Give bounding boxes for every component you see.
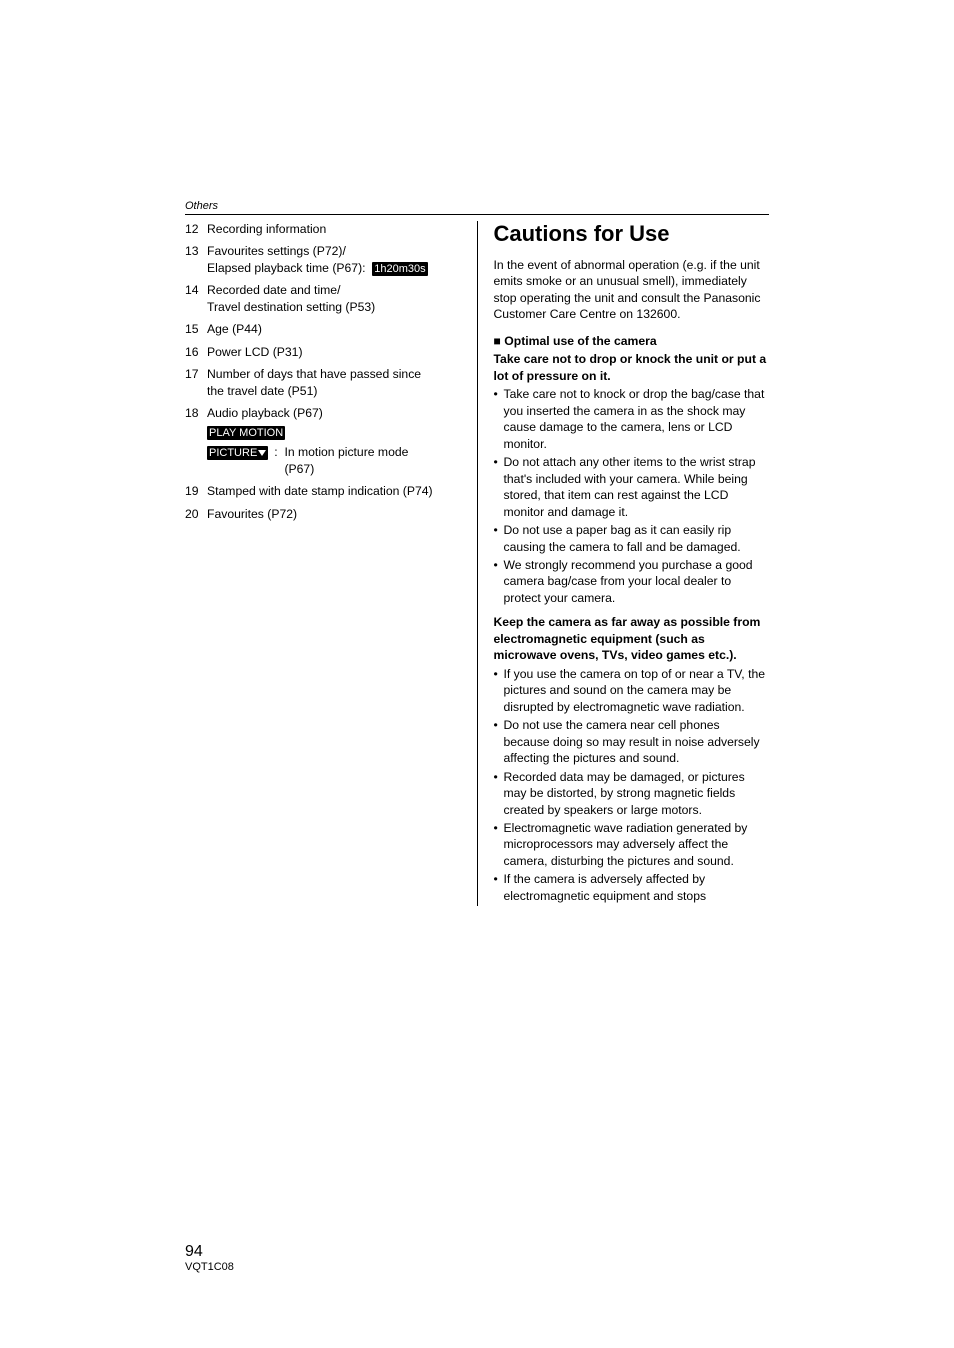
item-text: Stamped with date stamp indication (P74) (207, 483, 461, 499)
item-number: 14 (185, 282, 207, 315)
bullet-list: If you use the camera on top of or near … (494, 666, 770, 905)
desc-prefix: : (274, 445, 277, 459)
square-bullet-icon: ■ (494, 334, 501, 348)
list-item: 18 Audio playback (P67) PLAY MOTION PICT… (185, 405, 461, 477)
item-number: 18 (185, 405, 207, 477)
subsection-emphasis: Take care not to drop or knock the unit … (494, 351, 770, 384)
bullet-item: Take care not to knock or drop the bag/c… (494, 386, 770, 452)
list-item: 20 Favourites (P72) (185, 506, 461, 522)
list-item: 14 Recorded date and time/ Travel destin… (185, 282, 461, 315)
item-text: Audio playback (P67) PLAY MOTION PICTURE (207, 405, 461, 477)
page-number: 94 (185, 1243, 234, 1261)
bullet-item: We strongly recommend you purchase a goo… (494, 557, 770, 606)
bullet-item: Do not use the camera near cell phones b… (494, 717, 770, 766)
time-tag: 1h20m30s (372, 262, 427, 276)
item-number: 20 (185, 506, 207, 522)
desc-line: (P67) (284, 462, 314, 476)
item-text: Favourites (P72) (207, 506, 461, 522)
bullet-list: Take care not to knock or drop the bag/c… (494, 386, 770, 606)
item-line: Elapsed playback time (P67): (207, 261, 366, 275)
play-motion-tag-bottom: PICTURE (207, 446, 268, 460)
column-divider (477, 221, 478, 906)
left-column: 12 Recording information 13 Favourites s… (185, 221, 461, 906)
bullet-item: Do not attach any other items to the wri… (494, 454, 770, 520)
desc-line: In motion picture mode (284, 445, 408, 459)
item-number: 19 (185, 483, 207, 499)
intro-paragraph: In the event of abnormal operation (e.g.… (494, 257, 770, 323)
item-text: Age (P44) (207, 321, 461, 337)
item-text: Recording information (207, 221, 461, 237)
item-number: 17 (185, 366, 207, 399)
item-text: Favourites settings (P72)/ Elapsed playb… (207, 243, 461, 276)
section-header: Others (185, 200, 769, 215)
play-motion-desc: : In motion picture mode (P67) (274, 444, 460, 477)
list-item: 16 Power LCD (P31) (185, 344, 461, 360)
subsection-title: Optimal use of the camera (504, 334, 656, 348)
item-text: Recorded date and time/ Travel destinati… (207, 282, 461, 315)
triangle-down-icon (258, 450, 266, 456)
page-title: Cautions for Use (494, 221, 770, 247)
item-number: 16 (185, 344, 207, 360)
tag-text: PICTURE (209, 447, 257, 459)
list-item: 19 Stamped with date stamp indication (P… (185, 483, 461, 499)
item-line: Audio playback (P67) (207, 406, 323, 420)
page-footer: 94 VQT1C08 (185, 1243, 234, 1273)
item-line: the travel date (P51) (207, 384, 317, 398)
bullet-item: Recorded data may be damaged, or picture… (494, 769, 770, 818)
item-text: Power LCD (P31) (207, 344, 461, 360)
item-number: 12 (185, 221, 207, 237)
play-motion-tag-top: PLAY MOTION (207, 426, 285, 440)
bullet-item: Electromagnetic wave radiation generated… (494, 820, 770, 869)
item-number: 15 (185, 321, 207, 337)
bullet-item: Do not use a paper bag as it can easily … (494, 522, 770, 555)
list-item: 17 Number of days that have passed since… (185, 366, 461, 399)
item-line: Favourites settings (P72)/ (207, 244, 346, 258)
subsection-heading: ■ Optimal use of the camera (494, 333, 770, 349)
list-item: 13 Favourites settings (P72)/ Elapsed pl… (185, 243, 461, 276)
doc-code: VQT1C08 (185, 1261, 234, 1273)
bullet-item: If the camera is adversely affected by e… (494, 871, 770, 904)
item-line: Number of days that have passed since (207, 367, 421, 381)
list-item: 15 Age (P44) (185, 321, 461, 337)
bullet-item: If you use the camera on top of or near … (494, 666, 770, 715)
warning-heading: Keep the camera as far away as possible … (494, 614, 770, 663)
item-line: Travel destination setting (P53) (207, 300, 375, 314)
item-line: Recorded date and time/ (207, 283, 340, 297)
item-text: Number of days that have passed since th… (207, 366, 461, 399)
right-column: Cautions for Use In the event of abnorma… (494, 221, 770, 906)
numbered-list: 12 Recording information 13 Favourites s… (185, 221, 461, 522)
item-number: 13 (185, 243, 207, 276)
list-item: 12 Recording information (185, 221, 461, 237)
